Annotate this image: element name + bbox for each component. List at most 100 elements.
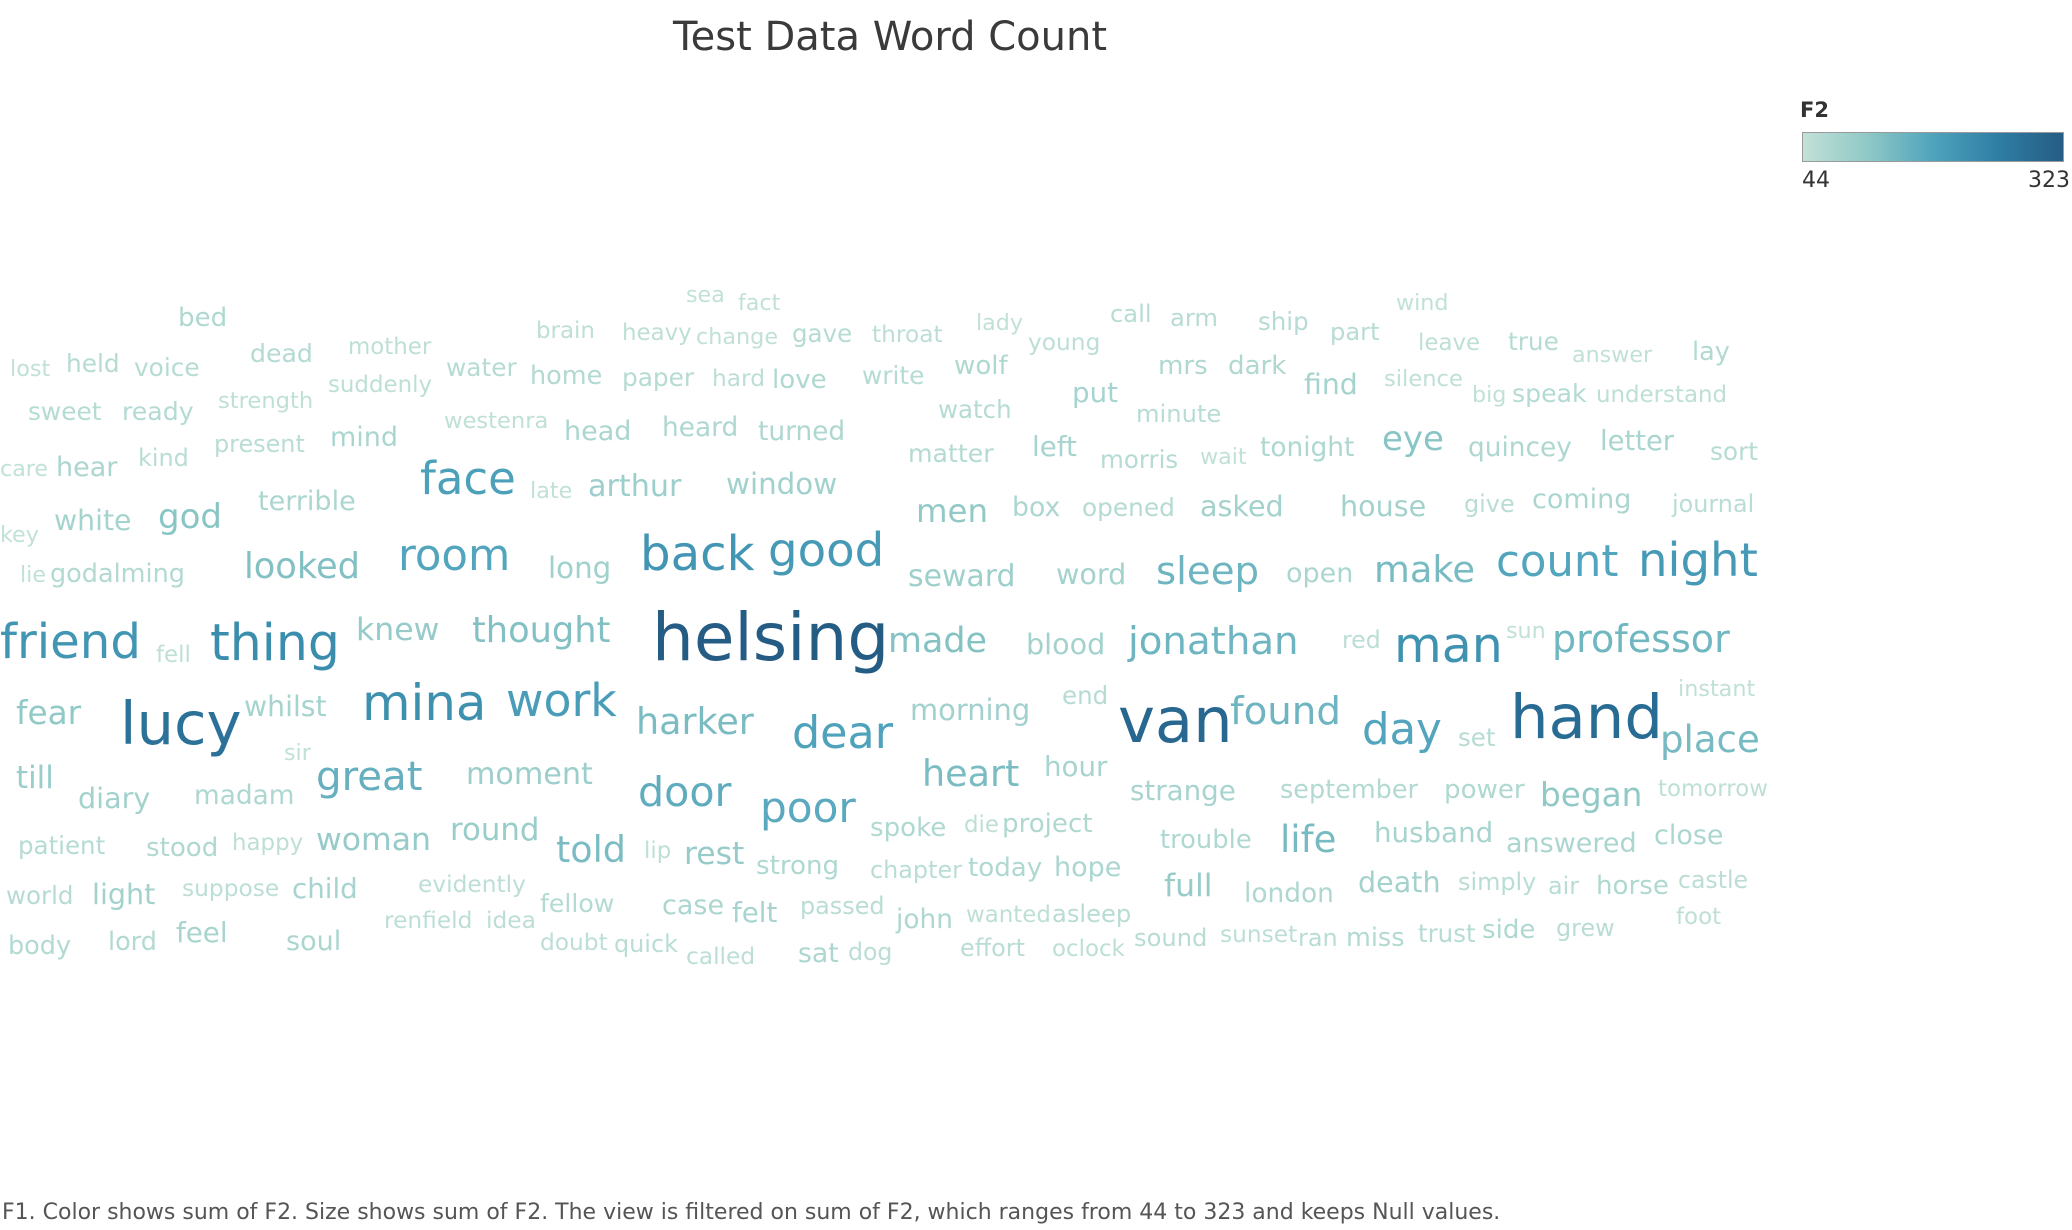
- word-lie[interactable]: lie: [20, 562, 46, 588]
- word-lip[interactable]: lip: [644, 838, 671, 864]
- word-called[interactable]: called: [686, 943, 755, 970]
- word-harker[interactable]: harker: [636, 700, 754, 743]
- word-gave[interactable]: gave: [792, 319, 852, 348]
- word-head[interactable]: head: [564, 416, 631, 447]
- word-sat[interactable]: sat: [798, 938, 839, 969]
- word-big[interactable]: big: [1472, 382, 1506, 408]
- word-face[interactable]: face: [420, 452, 516, 505]
- word-man[interactable]: man: [1394, 617, 1503, 674]
- word-matter[interactable]: matter: [908, 439, 994, 468]
- word-simply[interactable]: simply: [1458, 868, 1536, 896]
- word-find[interactable]: find: [1304, 368, 1358, 401]
- word-felt[interactable]: felt: [732, 896, 777, 929]
- word-renfield[interactable]: renfield: [384, 907, 472, 934]
- word-doubt[interactable]: doubt: [540, 929, 608, 956]
- word-mrs[interactable]: mrs: [1158, 351, 1208, 381]
- word-die[interactable]: die: [964, 812, 999, 838]
- word-care[interactable]: care: [0, 456, 48, 482]
- word-thing[interactable]: thing: [210, 613, 340, 672]
- word-write[interactable]: write: [862, 361, 924, 390]
- word-eye[interactable]: eye: [1382, 419, 1444, 459]
- word-patient[interactable]: patient: [18, 831, 106, 860]
- word-till[interactable]: till: [16, 760, 54, 796]
- word-jonathan[interactable]: jonathan: [1127, 619, 1299, 664]
- word-great[interactable]: great: [316, 753, 423, 800]
- word-dead[interactable]: dead: [250, 339, 313, 368]
- word-night[interactable]: night: [1638, 533, 1758, 587]
- word-left[interactable]: left: [1032, 430, 1077, 463]
- word-god[interactable]: god: [158, 497, 222, 537]
- word-horse[interactable]: horse: [1596, 871, 1669, 901]
- word-open[interactable]: open: [1286, 558, 1353, 589]
- word-arm[interactable]: arm: [1170, 304, 1218, 332]
- word-letter[interactable]: letter: [1600, 426, 1675, 457]
- word-whilst[interactable]: whilst: [244, 690, 327, 723]
- word-full[interactable]: full: [1164, 868, 1213, 904]
- word-water[interactable]: water: [446, 353, 517, 382]
- word-lucy[interactable]: lucy: [120, 689, 242, 758]
- word-coming[interactable]: coming: [1532, 484, 1631, 515]
- word-arthur[interactable]: arthur: [588, 469, 682, 504]
- word-journal[interactable]: journal: [1671, 490, 1754, 518]
- word-ship[interactable]: ship: [1258, 307, 1309, 336]
- word-death[interactable]: death: [1358, 865, 1441, 899]
- word-answered[interactable]: answered: [1506, 828, 1637, 859]
- word-john[interactable]: john: [895, 904, 953, 935]
- word-men[interactable]: men: [916, 492, 988, 530]
- word-side[interactable]: side: [1482, 915, 1535, 945]
- word-castle[interactable]: castle: [1678, 866, 1748, 894]
- word-heavy[interactable]: heavy: [622, 320, 692, 346]
- word-house[interactable]: house: [1340, 489, 1426, 523]
- word-feel[interactable]: feel: [176, 916, 228, 949]
- word-leave[interactable]: leave: [1418, 330, 1480, 356]
- word-quick[interactable]: quick: [614, 930, 678, 958]
- word-paper[interactable]: paper: [622, 363, 695, 392]
- word-give[interactable]: give: [1464, 490, 1515, 518]
- word-mina[interactable]: mina: [362, 674, 486, 732]
- word-sea[interactable]: sea: [686, 282, 725, 308]
- word-rest[interactable]: rest: [684, 836, 744, 872]
- word-long[interactable]: long: [548, 551, 611, 585]
- word-suddenly[interactable]: suddenly: [328, 372, 432, 398]
- word-mind[interactable]: mind: [330, 422, 398, 453]
- word-sort[interactable]: sort: [1710, 437, 1758, 466]
- word-strength[interactable]: strength: [218, 388, 313, 414]
- word-helsing[interactable]: helsing: [652, 599, 889, 676]
- word-passed[interactable]: passed: [800, 892, 885, 920]
- word-foot[interactable]: foot: [1676, 904, 1721, 930]
- word-work[interactable]: work: [506, 673, 617, 727]
- word-place[interactable]: place: [1660, 718, 1760, 761]
- word-throat[interactable]: throat: [872, 321, 943, 348]
- word-hope[interactable]: hope: [1054, 852, 1121, 883]
- word-strong[interactable]: strong: [756, 851, 839, 881]
- word-round[interactable]: round: [450, 812, 539, 848]
- word-asked[interactable]: asked: [1200, 489, 1284, 523]
- word-blood[interactable]: blood: [1026, 627, 1105, 661]
- word-wind[interactable]: wind: [1396, 290, 1448, 316]
- word-diary[interactable]: diary: [78, 781, 150, 815]
- word-held[interactable]: held: [66, 349, 120, 378]
- word-hour[interactable]: hour: [1044, 750, 1108, 783]
- word-tonight[interactable]: tonight: [1260, 432, 1354, 463]
- word-speak[interactable]: speak: [1512, 379, 1587, 408]
- word-told[interactable]: told: [556, 828, 626, 871]
- word-thought[interactable]: thought: [472, 610, 610, 651]
- word-moment[interactable]: moment: [466, 757, 593, 792]
- word-call[interactable]: call: [1110, 300, 1152, 328]
- word-morris[interactable]: morris: [1100, 445, 1178, 474]
- word-professor[interactable]: professor: [1552, 617, 1730, 661]
- word-soul[interactable]: soul: [286, 926, 341, 957]
- word-hear[interactable]: hear: [56, 452, 118, 483]
- word-wanted[interactable]: wanted: [966, 902, 1051, 928]
- word-present[interactable]: present: [214, 430, 305, 458]
- word-minute[interactable]: minute: [1136, 400, 1221, 428]
- word-key[interactable]: key: [0, 522, 39, 548]
- word-turned[interactable]: turned: [758, 416, 845, 447]
- word-oclock[interactable]: oclock: [1052, 936, 1126, 962]
- word-woman[interactable]: woman: [316, 822, 431, 858]
- word-close[interactable]: close: [1654, 820, 1724, 851]
- word-end[interactable]: end: [1062, 681, 1108, 710]
- word-friend[interactable]: friend: [0, 614, 141, 670]
- word-bed[interactable]: bed: [178, 303, 227, 333]
- word-count[interactable]: count: [1496, 537, 1618, 587]
